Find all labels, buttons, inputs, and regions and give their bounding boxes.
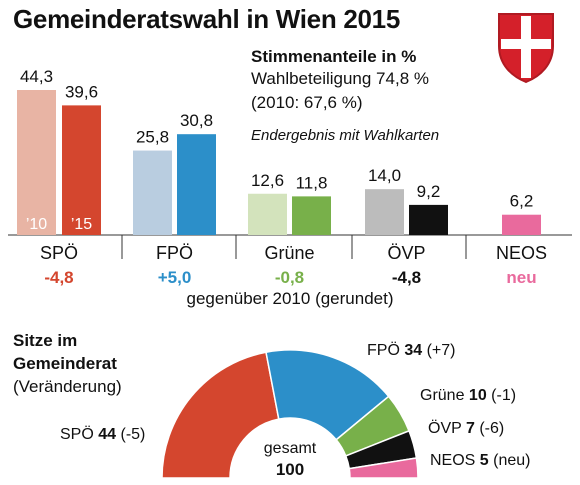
value-label-2015: 30,8 xyxy=(180,111,213,130)
bar-2010-SPÖ xyxy=(17,90,56,235)
seat-slice-FPÖ xyxy=(265,349,390,441)
seat-label-fpoe: FPÖ 34 (+7) xyxy=(367,342,456,359)
seats-heading-line1: Sitze im xyxy=(13,331,78,350)
turnout-2010-text: (2010: 67,6 %) xyxy=(251,93,363,112)
bar-2015-Grüne xyxy=(292,196,331,235)
value-label-2010: 14,0 xyxy=(368,166,401,185)
total-seats-label: gesamt xyxy=(263,440,317,457)
seats-subtitle: (Veränderung) xyxy=(13,377,122,396)
bar-2010-Grüne xyxy=(248,193,287,235)
bar-2010-FPÖ xyxy=(133,150,172,235)
category-label: SPÖ xyxy=(40,243,78,263)
change-label: +5,0 xyxy=(158,268,192,287)
value-label-2010: 12,6 xyxy=(251,171,284,190)
category-label: Grüne xyxy=(264,243,314,263)
change-note: gegenüber 2010 (gerundet) xyxy=(186,289,394,308)
bar-2015-FPÖ xyxy=(177,134,216,235)
bar-2015-SPÖ xyxy=(62,105,101,235)
change-label: -4,8 xyxy=(44,268,73,287)
year-label-2015: ’15 xyxy=(71,216,92,233)
subtitle-heading: Stimmenanteile in % xyxy=(251,47,417,66)
change-label: neu xyxy=(506,268,536,287)
value-label-2010: 25,8 xyxy=(136,128,169,147)
bar-2015-NEOS xyxy=(502,214,541,235)
total-seats-value: 100 xyxy=(275,460,305,479)
vote-share-bar-chart: 44,3 39,6 SPÖ -4,8 25,8 30,8 FPÖ +5,0 12,6 11,8 Gr… xyxy=(8,67,572,287)
value-label-2015: 9,2 xyxy=(417,182,441,201)
category-label: FPÖ xyxy=(156,243,193,263)
result-note: Endergebnis mit Wahlkarten xyxy=(251,127,440,144)
turnout-text: Wahlbeteiligung 74,8 % xyxy=(251,69,429,88)
seats-heading-line2: Gemeinderat xyxy=(13,354,117,373)
seat-label-neos: NEOS 5 (neu) xyxy=(430,452,531,469)
seat-label-gruene: Grüne 10 (-1) xyxy=(420,387,517,404)
vienna-crest-icon xyxy=(498,13,554,84)
seat-label-spoe: SPÖ 44 (-5) xyxy=(60,426,146,443)
change-label: -4,8 xyxy=(392,268,421,287)
chart-title: Gemeinderatswahl in Wien 2015 xyxy=(13,4,400,34)
category-label: ÖVP xyxy=(387,243,425,263)
bar-2015-ÖVP xyxy=(409,204,448,235)
value-label-2015: 11,8 xyxy=(296,173,328,192)
bar-2010-ÖVP xyxy=(365,189,404,235)
seat-slice-SPÖ xyxy=(161,351,280,479)
value-label-2015: 6,2 xyxy=(510,192,534,211)
seat-distribution-chart xyxy=(161,349,419,479)
value-label-2010: 44,3 xyxy=(20,67,53,86)
year-label-2010: ’10 xyxy=(26,216,47,233)
seat-slice-NEOS xyxy=(348,457,419,479)
value-label-2015: 39,6 xyxy=(65,82,98,101)
seat-label-oevp: ÖVP 7 (-6) xyxy=(428,420,505,437)
category-label: NEOS xyxy=(496,243,547,263)
change-label: -0,8 xyxy=(275,268,304,287)
